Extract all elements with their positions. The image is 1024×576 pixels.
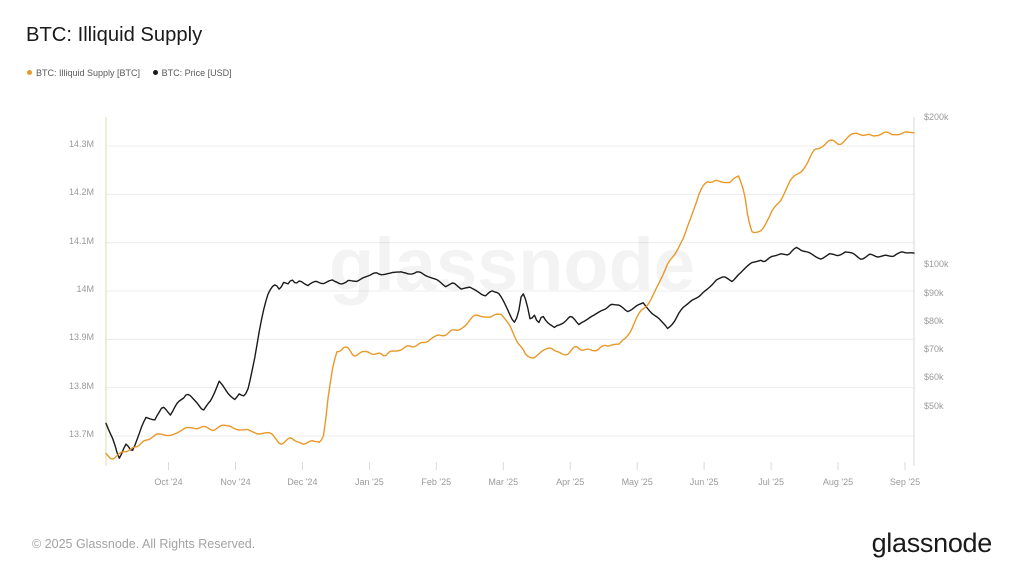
svg-text:glassnode: glassnode <box>329 223 695 306</box>
